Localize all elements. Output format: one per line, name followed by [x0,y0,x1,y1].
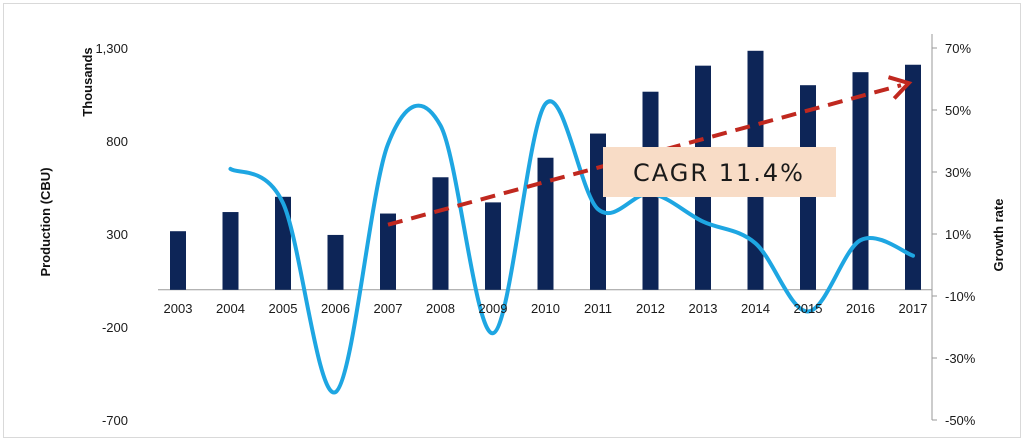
x-tick-2007: 2007 [374,301,403,316]
left-axis-unit-label: Thousands [80,47,95,116]
x-tick-2016: 2016 [846,301,875,316]
left-tick-0: 1,300 [95,41,128,56]
bar-2016 [852,72,869,290]
right-tick-3: 10% [945,227,971,242]
x-axis-ticks: 2003 2004 2005 2006 2007 2008 2009 2010 2011 2012… [164,301,928,316]
cagr-annotation: CAGR 11.4% [603,147,836,197]
chart-frame [3,3,1021,438]
bar-2006 [327,234,344,290]
x-tick-2017: 2017 [899,301,928,316]
x-tick-2014: 2014 [741,301,770,316]
x-tick-2013: 2013 [689,301,718,316]
x-tick-2009: 2009 [479,301,508,316]
growth-rate-curve [228,99,915,395]
x-tick-2003: 2003 [164,301,193,316]
right-axis-title: Growth rate [991,199,1006,272]
right-tick-4: -10% [945,289,976,304]
bar-2003 [170,231,186,290]
right-tick-0: 70% [945,41,971,56]
right-tick-1: 50% [945,103,971,118]
growth-rate-line [228,99,915,395]
x-tick-2011: 2011 [584,301,612,316]
x-tick-2010: 2010 [531,301,560,316]
left-tick-2: 300 [106,227,128,242]
x-tick-2015: 2015 [794,301,823,316]
bar-2008 [432,177,449,290]
left-tick-1: 800 [106,134,128,149]
x-tick-2012: 2012 [636,301,665,316]
bar-2007 [380,213,396,290]
bar-2010 [537,157,554,290]
trend-arrow-head [887,75,913,100]
cagr-annotation-box [603,147,836,197]
bar-2009 [485,202,501,290]
right-tick-5: -30% [945,351,976,366]
right-axis-ticks: 70% 50% 30% 10% -10% -30% -50% [932,41,976,428]
right-tick-6: -50% [945,413,976,428]
left-tick-3: -200 [102,320,128,335]
left-axis-ticks: 1,300 800 300 -200 -700 [95,41,128,428]
x-tick-2008: 2008 [426,301,455,316]
x-tick-2006: 2006 [321,301,350,316]
bar-2005 [275,196,291,290]
left-tick-4: -700 [102,413,128,428]
production-bars [170,50,921,290]
bar-2017 [905,64,921,290]
left-axis-title: Production (CBU) [38,167,53,276]
x-tick-2005: 2005 [269,301,298,316]
right-tick-2: 30% [945,165,971,180]
bar-2004 [222,212,239,290]
cagr-annotation-text: CAGR 11.4% [633,159,805,187]
x-tick-2004: 2004 [216,301,245,316]
